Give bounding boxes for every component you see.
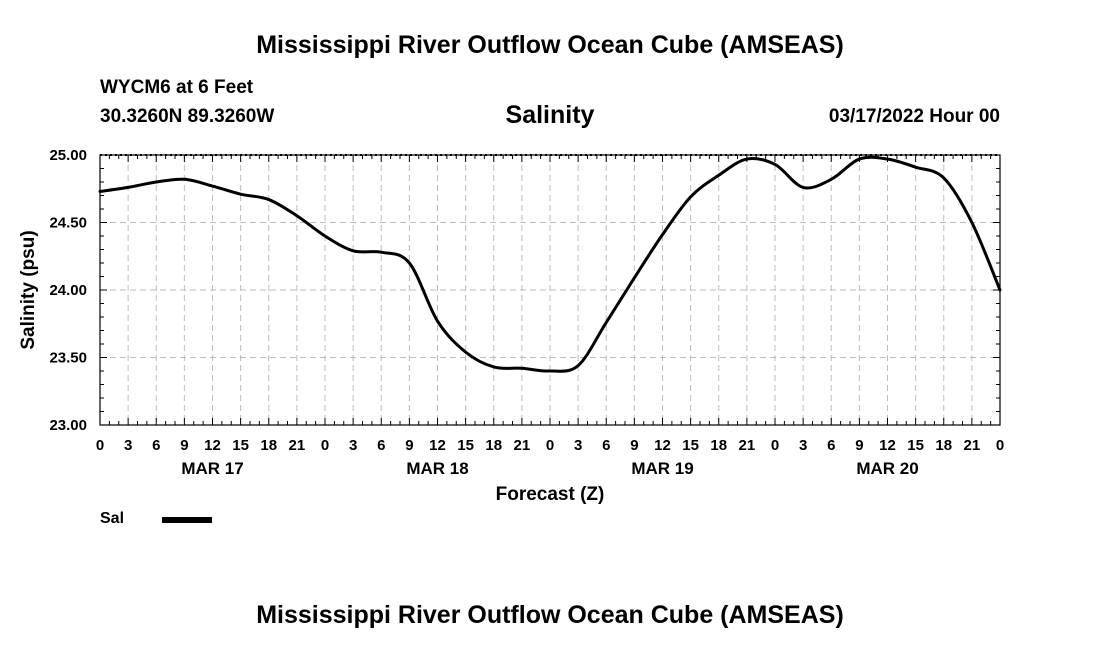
x-tick-label: 6: [602, 437, 610, 454]
x-tick-label: 12: [204, 437, 221, 454]
x-tick-label: 21: [514, 437, 531, 454]
x-tick-label: 0: [996, 437, 1004, 454]
x-tick-label: 0: [321, 437, 329, 454]
x-tick-label: 3: [799, 437, 807, 454]
x-tick-label: 9: [405, 437, 413, 454]
y-axis-label: Salinity (psu): [18, 230, 39, 349]
x-tick-label: 9: [855, 437, 863, 454]
x-tick-label: 6: [377, 437, 385, 454]
x-tick-label: 18: [710, 437, 727, 454]
y-tick-label: 24.00: [49, 282, 87, 299]
x-tick-label: 12: [879, 437, 896, 454]
x-tick-label: 21: [964, 437, 981, 454]
x-day-label: MAR 20: [856, 459, 918, 478]
station-coordinates: 30.3260N 89.3260W: [100, 106, 275, 127]
x-tick-label: 21: [289, 437, 306, 454]
chart-main-title: Mississippi River Outflow Ocean Cube (AM…: [256, 31, 844, 59]
x-tick-label: 3: [349, 437, 357, 454]
x-day-label: MAR 18: [406, 459, 468, 478]
salinity-series-line: [98, 155, 1002, 373]
legend-label: Sal: [100, 510, 125, 527]
x-tick-label: 21: [739, 437, 756, 454]
x-tick-label: 15: [682, 437, 699, 454]
x-tick-label: 18: [260, 437, 277, 454]
x-tick-label: 0: [771, 437, 779, 454]
x-tick-label: 0: [96, 437, 104, 454]
x-tick-label: 9: [630, 437, 638, 454]
x-tick-label: 15: [457, 437, 474, 454]
x-tick-label: 12: [429, 437, 446, 454]
x-tick-label: 6: [152, 437, 160, 454]
footer-title: Mississippi River Outflow Ocean Cube (AM…: [256, 601, 844, 629]
x-axis-label: Forecast (Z): [496, 484, 605, 505]
x-tick-label: 9: [180, 437, 188, 454]
x-day-label: MAR 19: [631, 459, 693, 478]
y-tick-label: 25.00: [49, 147, 87, 164]
x-tick-label: 15: [232, 437, 249, 454]
x-tick-label: 3: [574, 437, 582, 454]
x-tick-label: 3: [124, 437, 132, 454]
station-label: WYCM6 at 6 Feet: [100, 77, 254, 98]
x-tick-label: 0: [546, 437, 554, 454]
x-tick-label: 12: [654, 437, 671, 454]
y-tick-label: 23.00: [49, 417, 87, 434]
y-tick-label: 23.50: [49, 350, 87, 367]
legend-swatch: [162, 517, 212, 523]
x-tick-label: 18: [935, 437, 952, 454]
x-tick-label: 15: [907, 437, 924, 454]
forecast-datetime: 03/17/2022 Hour 00: [828, 106, 1000, 127]
chart-subtitle: Salinity: [505, 101, 595, 129]
x-tick-label: 18: [485, 437, 502, 454]
x-day-label: MAR 17: [181, 459, 243, 478]
x-tick-label: 6: [827, 437, 835, 454]
y-tick-label: 24.50: [49, 215, 87, 232]
